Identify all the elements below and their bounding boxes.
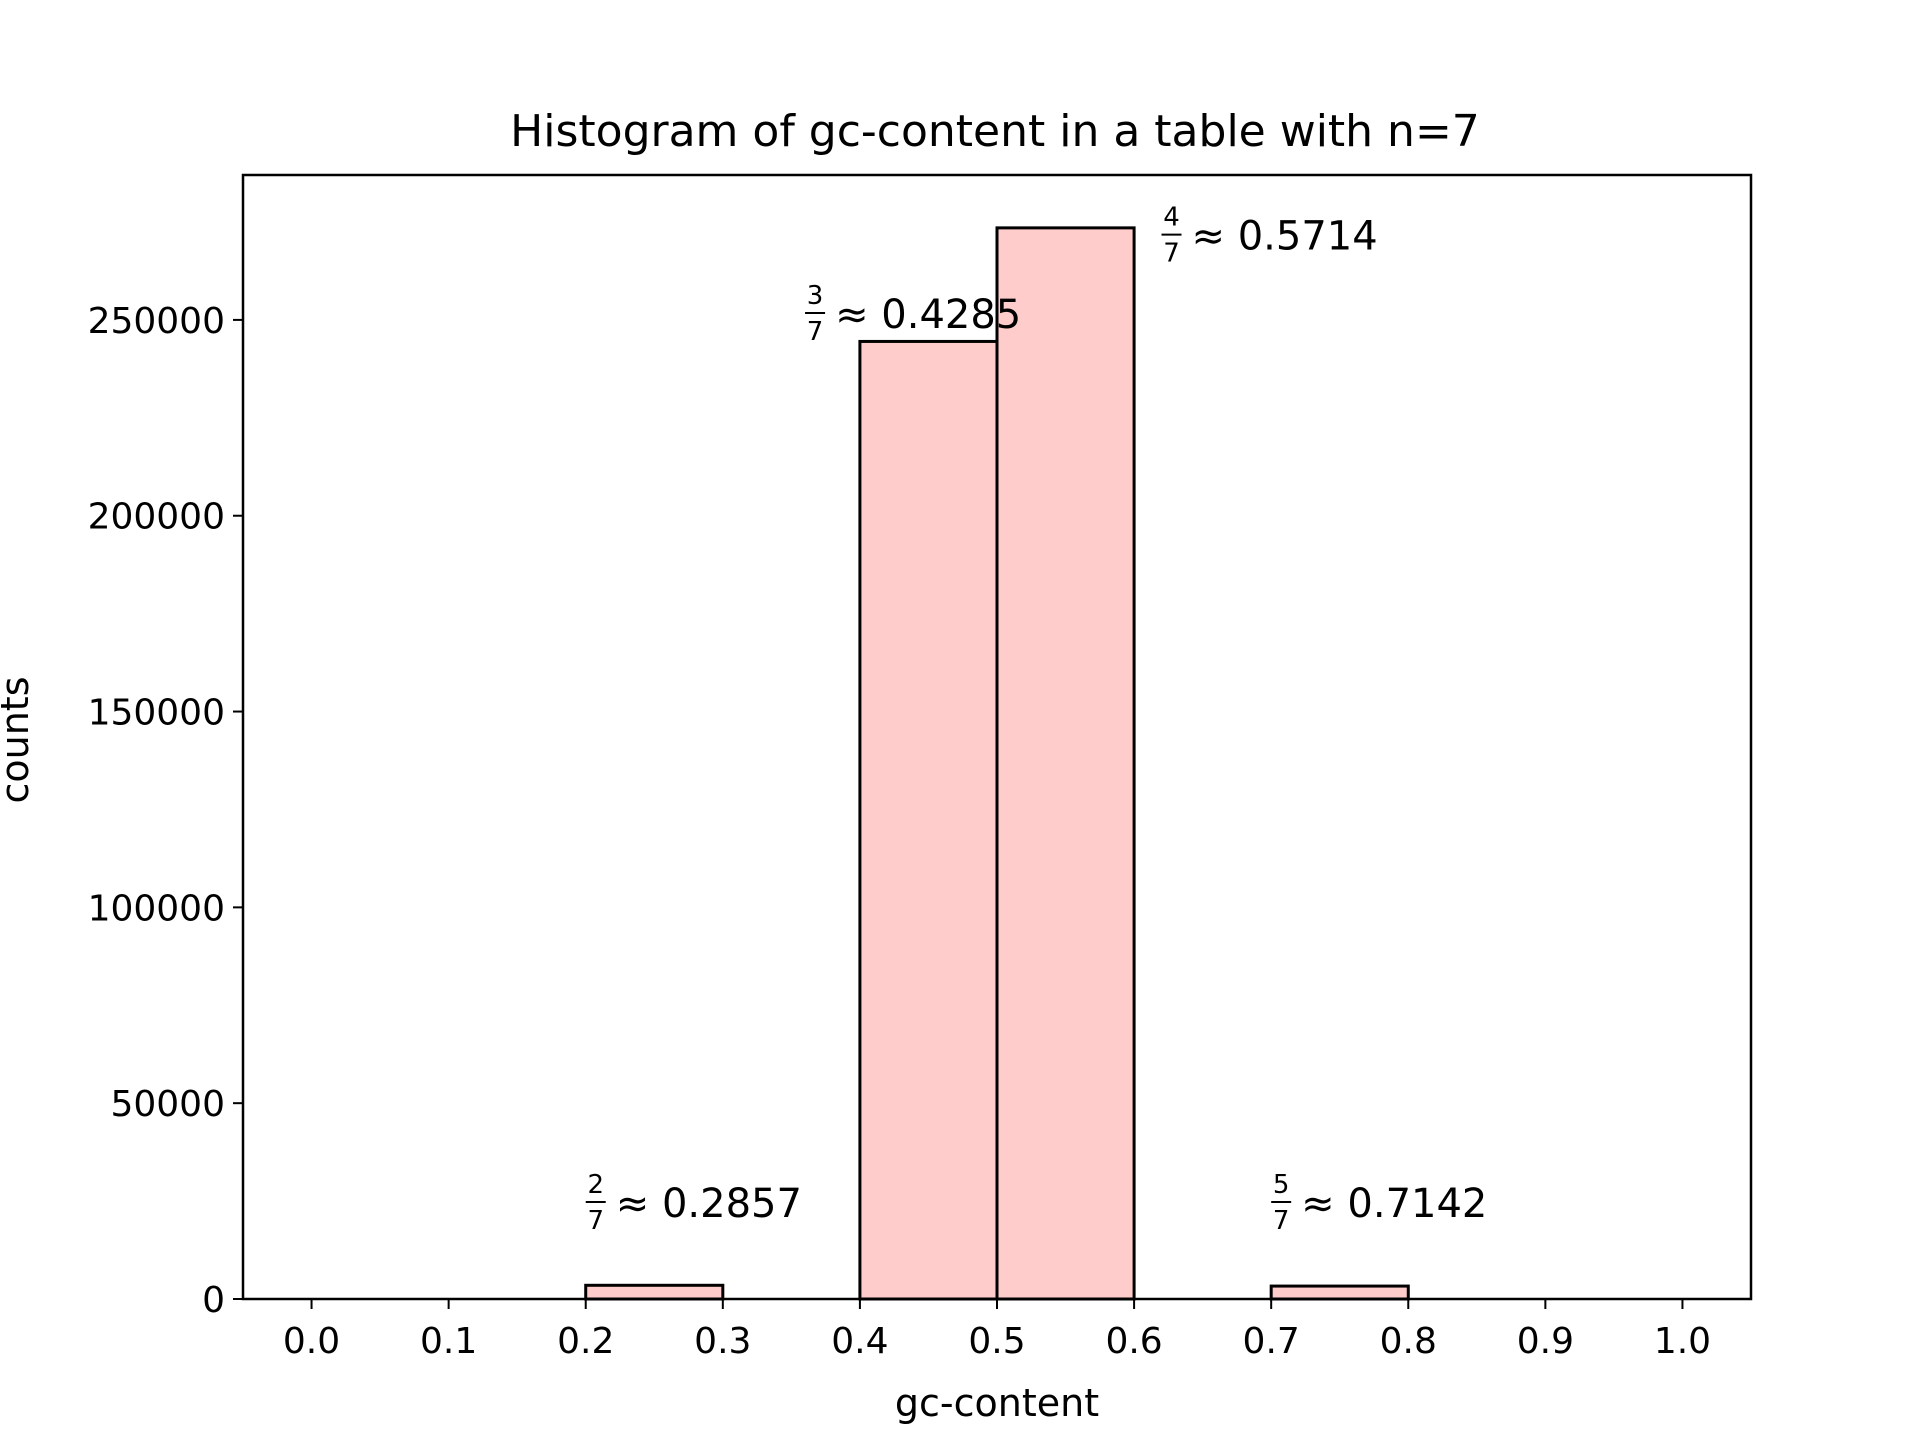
x-tick-label: 0.0 — [283, 1321, 340, 1362]
y-tick-label: 0 — [202, 1280, 225, 1321]
annotation-value: ≈ 0.7142 — [1301, 1181, 1487, 1227]
x-tick-label: 0.4 — [831, 1321, 888, 1362]
annotation-denominator: 7 — [1273, 1206, 1290, 1236]
y-tick-label: 200000 — [88, 497, 225, 538]
annotations-group: 2 7 ≈ 0.2857 3 7 ≈ 0.4285 4 7 ≈ 0.5714 5 7 ≈ 0.7142 — [585, 203, 1487, 1236]
annotation-value: ≈ 0.4285 — [835, 292, 1021, 338]
annotation-1: 3 7 ≈ 0.4285 — [805, 281, 1021, 347]
x-tick-label: 0.5 — [968, 1321, 1025, 1362]
x-tick-label: 0.9 — [1517, 1321, 1574, 1362]
histogram-bar-7 — [1269, 1284, 1410, 1301]
annotation-numerator: 5 — [1273, 1170, 1290, 1200]
x-tick-label: 0.1 — [420, 1321, 477, 1362]
x-tick-label: 1.0 — [1654, 1321, 1711, 1362]
x-tick-label: 0.2 — [557, 1321, 614, 1362]
annotation-numerator: 4 — [1163, 203, 1180, 233]
annotation-0: 2 7 ≈ 0.2857 — [585, 1170, 802, 1236]
annotation-denominator: 7 — [807, 317, 824, 347]
chart-title: Histogram of gc-content in a table with … — [510, 106, 1480, 157]
x-tick-label: 0.8 — [1380, 1321, 1437, 1362]
histogram-bar-4 — [858, 339, 999, 1301]
y-tick-label: 250000 — [88, 301, 225, 342]
y-axis-ticks: 0 50000 100000 150000 200000 250000 — [88, 301, 243, 1321]
x-tick-label: 0.6 — [1105, 1321, 1162, 1362]
y-tick-label: 50000 — [110, 1084, 225, 1125]
annotation-numerator: 2 — [587, 1170, 604, 1200]
annotation-2: 4 7 ≈ 0.5714 — [1161, 203, 1378, 269]
annotation-value: ≈ 0.2857 — [616, 1181, 802, 1227]
annotation-denominator: 7 — [1163, 239, 1180, 269]
y-tick-label: 100000 — [88, 888, 225, 929]
annotation-denominator: 7 — [587, 1206, 604, 1236]
annotation-value: ≈ 0.5714 — [1192, 214, 1378, 260]
x-tick-label: 0.7 — [1243, 1321, 1300, 1362]
x-axis-label: gc-content — [895, 1381, 1099, 1425]
bars-group — [584, 226, 1410, 1301]
histogram-bar-5 — [995, 226, 1136, 1301]
y-tick-label: 150000 — [88, 693, 225, 734]
annotation-3: 5 7 ≈ 0.7142 — [1271, 1170, 1487, 1236]
x-tick-label: 0.3 — [694, 1321, 751, 1362]
histogram-bar-2 — [584, 1283, 725, 1301]
annotation-numerator: 3 — [807, 281, 824, 311]
x-axis-ticks: 0.0 0.1 0.2 0.3 0.4 0.5 0.6 0.7 0.8 0.9 1.0 — [283, 1299, 1711, 1362]
y-axis-label: counts — [0, 676, 37, 803]
